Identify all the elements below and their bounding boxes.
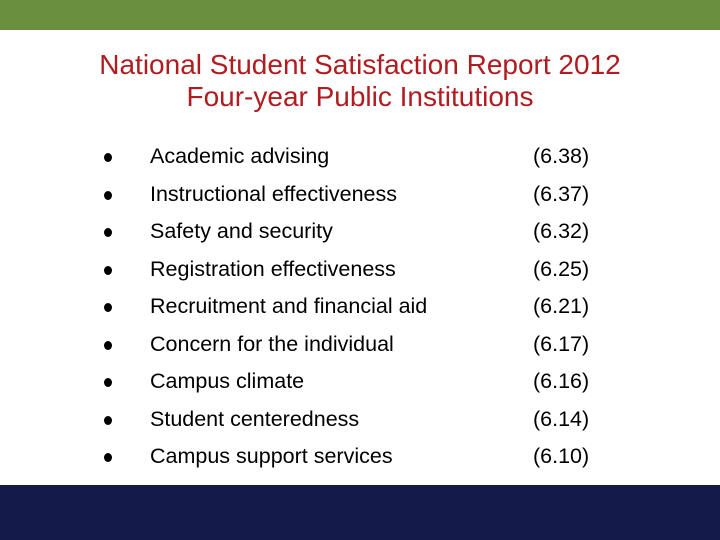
bullet-icon <box>104 265 112 275</box>
item-label: Safety and security <box>150 219 333 243</box>
item-label: Campus support services <box>150 444 393 468</box>
bullet-icon <box>104 190 112 200</box>
item-label: Registration effectiveness <box>150 256 396 281</box>
item-score: (6.14) <box>533 406 590 431</box>
item-label: Concern for the individual <box>150 331 394 356</box>
list-item: Safety and security (6.32) <box>0 213 720 250</box>
item-score: (6.17) <box>533 331 590 356</box>
list-item: Instructional effectiveness (6.37) <box>0 176 720 213</box>
bullet-icon <box>104 303 112 312</box>
bullet-icon <box>104 378 112 387</box>
item-score: (6.10) <box>533 444 590 468</box>
item-label: Recruitment and financial aid <box>150 294 428 318</box>
item-score: (6.37) <box>533 181 590 206</box>
list-item: Campus climate (6.16) <box>0 363 720 400</box>
title-line-2: Four-year Public Institutions <box>186 81 534 112</box>
bottom-accent-bar <box>0 485 720 540</box>
item-label: Student centeredness <box>150 406 360 431</box>
bullet-icon <box>104 153 112 162</box>
bullet-icon <box>104 415 112 425</box>
item-score: (6.16) <box>533 369 590 393</box>
bullet-icon <box>104 453 112 462</box>
item-label: Instructional effectiveness <box>150 181 397 206</box>
list-item: Campus support services (6.10) <box>0 438 720 475</box>
list-item: Student centeredness (6.14) <box>0 401 720 438</box>
item-score: (6.32) <box>533 219 590 243</box>
item-score: (6.38) <box>533 144 590 168</box>
slide-title: National Student Satisfaction Report 201… <box>0 49 720 113</box>
item-label: Academic advising <box>150 144 330 168</box>
list-item: Academic advising (6.38) <box>0 138 720 175</box>
title-line-1: National Student Satisfaction Report 201… <box>99 49 621 80</box>
item-score: (6.25) <box>533 256 590 281</box>
top-accent-bar <box>0 0 720 30</box>
item-label: Campus climate <box>150 369 305 393</box>
list-item: Recruitment and financial aid (6.21) <box>0 288 720 325</box>
list-item: Concern for the individual (6.17) <box>0 326 720 363</box>
bullet-icon <box>104 228 112 237</box>
list-item: Registration effectiveness (6.25) <box>0 251 720 288</box>
bullet-icon <box>104 340 112 350</box>
item-score: (6.21) <box>533 294 590 318</box>
